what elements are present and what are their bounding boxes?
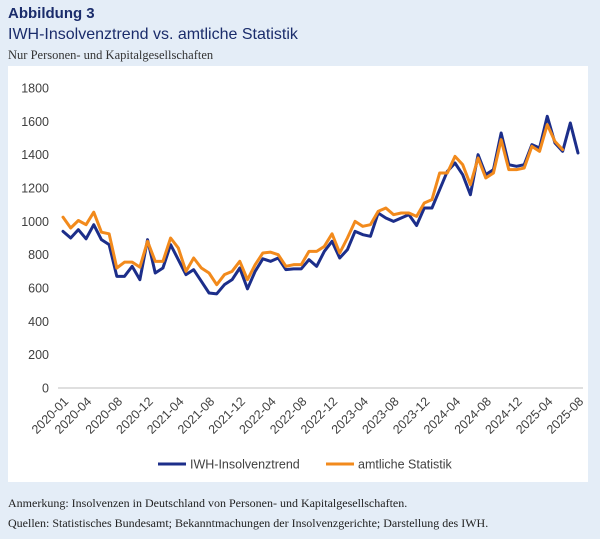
- y-tick-label: 1800: [21, 82, 49, 96]
- legend-iwh-label: IWH-Insolvenztrend: [190, 458, 300, 472]
- line-chart: 0200400600800100012001400160018002020-01…: [21, 82, 586, 472]
- figure-label: Abbildung 3: [8, 5, 95, 22]
- y-tick-label: 1000: [21, 215, 49, 229]
- figure-header: Abbildung 3 IWH-Insolvenztrend vs. amtli…: [8, 4, 298, 63]
- series-line-amtliche-statistik: [61, 123, 565, 287]
- legend-official-label: amtliche Statistik: [358, 458, 453, 472]
- figure-title: IWH-Insolvenztrend vs. amtliche Statisti…: [8, 26, 298, 43]
- y-tick-label: 800: [28, 248, 49, 262]
- figure-footer: Anmerkung: Insolvenzen in Deutschland vo…: [8, 494, 488, 534]
- figure-subtitle: Nur Personen- und Kapitalgesellschaften: [8, 48, 214, 62]
- y-tick-label: 200: [28, 348, 49, 362]
- y-tick-label: 1600: [21, 115, 49, 129]
- y-tick-label: 1200: [21, 182, 49, 196]
- y-tick-label: 1400: [21, 148, 49, 162]
- y-tick-label: 600: [28, 282, 49, 296]
- chart-panel: 0 200 400 600 800 1000 1200 1400 1600 1800 2020-01…: [8, 66, 588, 482]
- footnote: Anmerkung: Insolvenzen in Deutschland vo…: [8, 496, 408, 510]
- y-tick-label: 0: [42, 382, 49, 396]
- y-tick-label: 400: [28, 315, 49, 329]
- sources-note: Quellen: Statistisches Bundesamt; Bekann…: [8, 516, 489, 530]
